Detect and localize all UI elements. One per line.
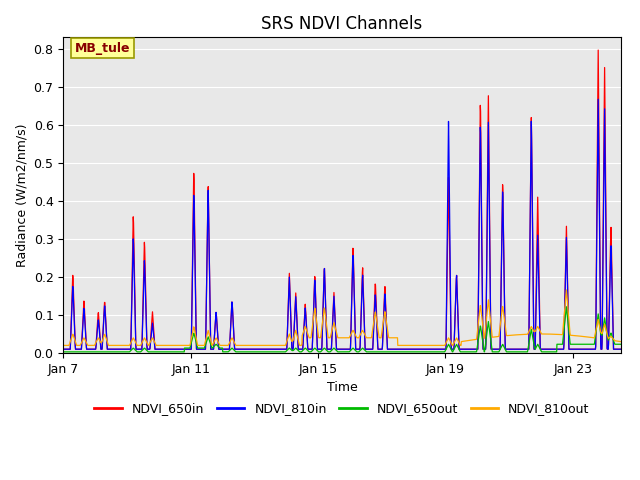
Text: MB_tule: MB_tule — [74, 42, 130, 55]
NDVI_650out — [617, 341, 625, 347]
NDVI_810out — [601, 321, 609, 327]
NDVI_650out — [60, 349, 67, 355]
NDVI_810out — [600, 322, 608, 328]
NDVI_650in — [316, 346, 323, 352]
NDVI_650out — [498, 343, 506, 348]
NDVI_810in — [330, 299, 338, 305]
NDVI_650in — [498, 219, 506, 225]
NDVI_650in — [330, 296, 338, 301]
NDVI_650out — [563, 304, 570, 310]
NDVI_810in — [617, 346, 625, 352]
NDVI_650in — [600, 89, 608, 95]
NDVI_810in — [601, 106, 609, 112]
NDVI_810out — [617, 339, 625, 345]
NDVI_650out — [316, 349, 323, 355]
Legend: NDVI_650in, NDVI_810in, NDVI_650out, NDVI_810out: NDVI_650in, NDVI_810in, NDVI_650out, NDV… — [90, 397, 595, 420]
NDVI_810out — [563, 287, 570, 293]
NDVI_810in — [60, 346, 67, 352]
NDVI_810out — [316, 335, 323, 341]
NDVI_650out — [330, 346, 338, 351]
NDVI_810in — [595, 96, 602, 102]
NDVI_650out — [600, 316, 608, 322]
NDVI_650in — [595, 47, 602, 53]
NDVI_810out — [88, 343, 95, 348]
Line: NDVI_650in: NDVI_650in — [63, 50, 621, 349]
NDVI_650in — [617, 346, 625, 352]
X-axis label: Time: Time — [326, 381, 357, 394]
NDVI_650out — [88, 349, 95, 355]
Title: SRS NDVI Channels: SRS NDVI Channels — [261, 15, 422, 33]
Line: NDVI_810in: NDVI_810in — [63, 99, 621, 349]
Line: NDVI_810out: NDVI_810out — [63, 290, 621, 346]
Y-axis label: Radiance (W/m2/nm/s): Radiance (W/m2/nm/s) — [15, 123, 28, 267]
NDVI_650in — [60, 346, 67, 352]
Line: NDVI_650out: NDVI_650out — [63, 307, 621, 352]
NDVI_810out — [330, 321, 338, 326]
NDVI_650in — [88, 346, 95, 352]
NDVI_810out — [60, 343, 67, 348]
NDVI_810in — [600, 127, 608, 132]
NDVI_650out — [601, 315, 609, 321]
NDVI_810in — [498, 225, 506, 231]
NDVI_810in — [316, 346, 323, 352]
NDVI_650in — [601, 65, 609, 71]
NDVI_810out — [498, 308, 506, 314]
NDVI_810in — [88, 346, 95, 352]
